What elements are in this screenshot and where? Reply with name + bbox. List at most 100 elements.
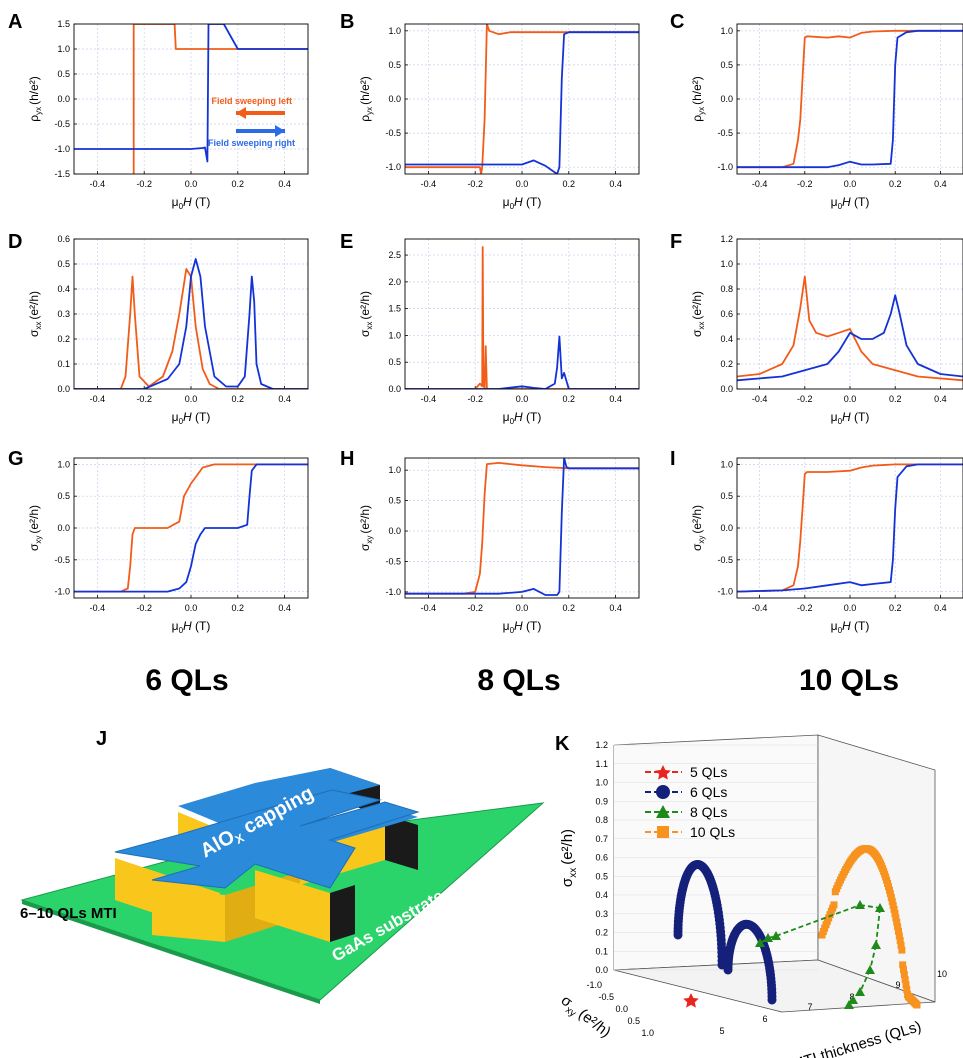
legend-sweep-left: Field sweeping left xyxy=(211,96,292,106)
y-tick-label: 1.0 xyxy=(57,459,70,469)
x-tick-label: -0.4 xyxy=(90,603,106,613)
x-axis-label-unit: (T) xyxy=(851,410,870,424)
y-tick-label: 0.3 xyxy=(57,309,70,319)
y-tick-label: 0.5 xyxy=(388,357,401,367)
series-line-sweep-left xyxy=(74,463,308,593)
x-axis-label: μ0H (T) xyxy=(172,619,211,635)
y-tick-label: 0.0 xyxy=(720,94,733,104)
x-axis-label-unit: (T) xyxy=(192,410,211,424)
z-tick-label: 1.1 xyxy=(595,759,608,769)
y-tick-label: 0.5 xyxy=(720,60,733,70)
x-tick-label: 0.2 xyxy=(232,179,245,189)
y-axis-label-unit: (e²/h) xyxy=(27,291,41,320)
x-axis-label-var: H xyxy=(514,410,523,424)
x-axis-label-sub: 0 xyxy=(510,417,515,426)
series-line-sweep-right xyxy=(74,24,308,163)
panel-letter-j: J xyxy=(96,728,107,750)
y-tick-label: 0.2 xyxy=(57,334,70,344)
legend-label: 10 QLs xyxy=(690,824,735,840)
plot-frame xyxy=(73,457,309,599)
marker-10ql xyxy=(890,905,898,913)
x-tick-label: -0.4 xyxy=(752,179,768,189)
series-line-sweep-right xyxy=(737,29,963,169)
plot-frame xyxy=(404,23,640,175)
legend-label: 8 QLs xyxy=(690,804,727,820)
series-line-sweep-right xyxy=(737,463,963,593)
x-tick-label: 0.4 xyxy=(278,179,291,189)
marker-10ql xyxy=(886,890,894,898)
y-tick-label: 1.0 xyxy=(720,26,733,36)
x-axis-label-sub: 0 xyxy=(510,202,515,211)
y-axis-label-sub: xy xyxy=(365,536,374,544)
z-tick-label: 1.2 xyxy=(595,740,608,750)
x-axis-label-sub: 0 xyxy=(838,417,843,426)
legend-panel-a: Field sweeping left Field sweeping right xyxy=(208,96,295,148)
series-line-8ql xyxy=(869,944,877,971)
series-line-sweep-right xyxy=(405,458,639,596)
x-axis-label: MTI thickness (QLs) xyxy=(790,1018,923,1058)
y-axis-label-sub: xx xyxy=(697,322,706,330)
column-title-10ql: 10 QLs xyxy=(799,664,899,697)
y-tick-label: -1.0 xyxy=(385,587,401,597)
x-tick-label: 0.2 xyxy=(889,603,902,613)
z-axis-label-sym: σ xyxy=(559,877,576,887)
y-axis-label: σxy (e²/h) xyxy=(27,505,43,551)
x-tick-label: 0.4 xyxy=(609,603,622,613)
z-tick-label: 0.1 xyxy=(595,946,608,956)
marker-10ql xyxy=(900,966,908,974)
x-tick-label: 6 xyxy=(762,1014,767,1024)
y-axis-label: σxx (e²/h) xyxy=(27,291,43,337)
y-tick-label: 0.5 xyxy=(57,69,70,79)
x-tick-label: 0.4 xyxy=(934,179,947,189)
marker-10ql xyxy=(894,927,902,935)
y-axis-label-sub: xy xyxy=(697,536,706,544)
marker-10ql xyxy=(891,910,899,918)
y-tick-label: -0.5 xyxy=(385,128,401,138)
x-axis-label-unit: (T) xyxy=(851,195,870,209)
x-tick-label: -0.2 xyxy=(136,603,152,613)
x-axis-label-sub: 0 xyxy=(510,626,515,635)
chart-panel-b: -0.4 -0.2 0.0 0.2 0.4 -1.0 -0.5 0.0 0.5 1.0 μ0H (T… xyxy=(340,11,640,211)
legend-sweep-right: Field sweeping right xyxy=(208,138,295,148)
x-axis-label-sym: μ xyxy=(831,410,838,424)
y-tick-label: 1.0 xyxy=(57,44,70,54)
marker-10ql xyxy=(888,897,896,905)
y-axis-label-sym: σ xyxy=(358,329,372,337)
x-axis-label-unit: (T) xyxy=(851,619,870,633)
marker-10ql xyxy=(901,976,909,984)
panel-letter-h: H xyxy=(340,448,354,470)
y-axis-label: ρyx (h/e²) xyxy=(358,76,374,122)
chart-panel-e: -0.4 -0.2 0.0 0.2 0.4 0.0 0.5 1.0 1.5 2.0 2.5 μ0H (… xyxy=(340,231,640,426)
x-tick-label: 0.2 xyxy=(232,603,245,613)
marker-8ql xyxy=(844,1000,854,1009)
y-axis-label: σxx (e²/h) xyxy=(690,291,706,337)
x-axis-label-var: H xyxy=(842,410,851,424)
y-tick-label: -0.5 xyxy=(717,128,733,138)
series-line-sweep-left xyxy=(405,462,639,595)
y-axis-label-sub: xx xyxy=(34,322,43,330)
y-tick-label: 1.5 xyxy=(388,304,401,314)
series-line-8ql xyxy=(775,904,861,937)
x-axis-label-unit: (T) xyxy=(523,410,542,424)
x-tick-label: 0.2 xyxy=(563,603,576,613)
series-line-sweep-right xyxy=(74,258,308,389)
y-tick-label: -0.5 xyxy=(54,119,70,129)
y-tick-label: 0.5 xyxy=(388,496,401,506)
x-axis-label-sub: 0 xyxy=(179,626,184,635)
arrow-right-head-icon xyxy=(275,125,285,137)
x-tick-label: 0.0 xyxy=(516,179,529,189)
x-tick-label: 7 xyxy=(807,1002,812,1012)
x-tick-label: 0.4 xyxy=(278,394,291,404)
x-tick-label: -0.4 xyxy=(752,603,768,613)
y-axis-label-unit: (e²/h) xyxy=(690,291,704,320)
marker-8ql xyxy=(855,987,865,996)
marker-10ql xyxy=(900,971,908,979)
x-tick-label: 10 xyxy=(937,969,947,979)
plot-frame xyxy=(736,457,963,599)
z-tick-label: 0.0 xyxy=(595,965,608,975)
y-tick-label: 1.0 xyxy=(720,259,733,269)
marker-10ql xyxy=(897,941,905,949)
y-axis-label-sym: σ xyxy=(690,543,704,551)
z-tick-label: 0.2 xyxy=(595,928,608,938)
series-line-sweep-right xyxy=(74,463,308,593)
